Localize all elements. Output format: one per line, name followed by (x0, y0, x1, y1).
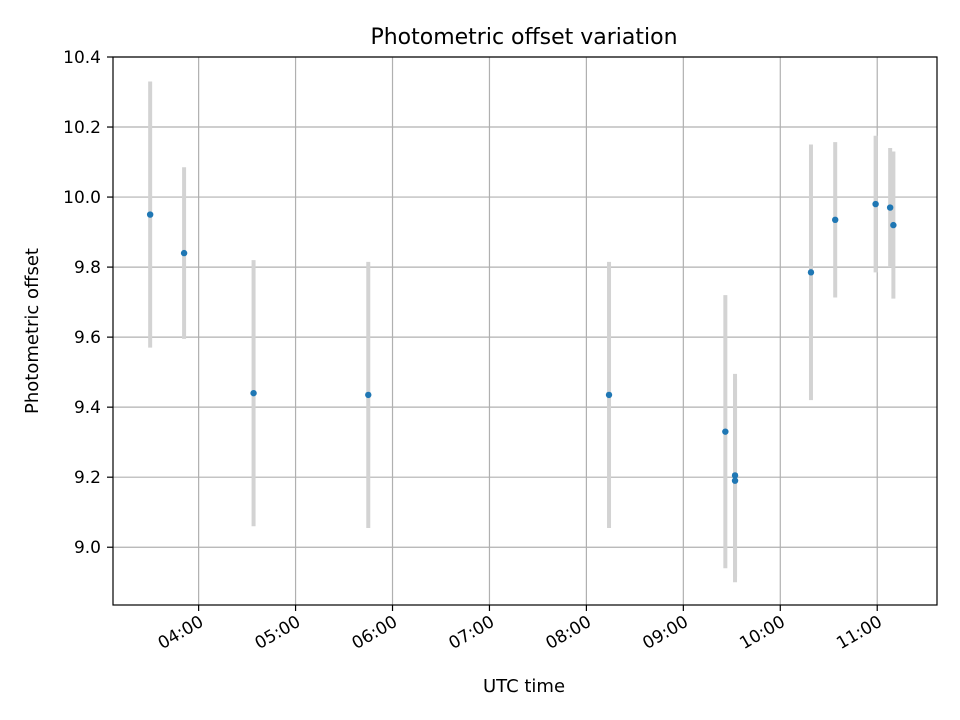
y-axis-label: Photometric offset (22, 248, 43, 414)
x-tick-label: 04:00 (155, 612, 207, 654)
data-point (146, 211, 154, 218)
data-points (146, 200, 897, 484)
x-tick-label: 08:00 (542, 612, 594, 654)
plot-frame (112, 56, 938, 606)
y-tick-label: 9.6 (74, 328, 101, 348)
x-tick-label: 09:00 (639, 612, 691, 654)
data-point (731, 472, 739, 479)
y-tick-label: 9.0 (74, 538, 101, 558)
data-point (886, 204, 894, 211)
y-tick-label: 9.4 (74, 398, 101, 418)
x-tick-label: 06:00 (349, 612, 401, 654)
data-point (365, 391, 372, 399)
x-tick-label: 10:00 (736, 612, 788, 654)
data-point (890, 221, 897, 229)
y-axis-ticks: 9.0 9.2 9.4 9.6 9.8 10.0 10.2 10.4 (63, 48, 113, 558)
error-bars (148, 81, 896, 583)
x-axis-ticks: 04:00 05:00 06:00 07:00 08:00 09:00 10:00 11:00 (155, 605, 886, 654)
data-point (722, 428, 729, 435)
data-point (605, 391, 613, 399)
grid (113, 56, 937, 605)
data-point (807, 269, 815, 276)
data-point (872, 200, 879, 208)
x-tick-label: 11:00 (833, 612, 885, 654)
y-tick-label: 10.4 (63, 48, 101, 68)
y-tick-label: 9.2 (74, 468, 101, 488)
y-tick-label: 9.8 (74, 258, 101, 278)
x-axis-label: UTC time (483, 676, 565, 697)
x-tick-label: 07:00 (446, 612, 498, 654)
data-point (250, 389, 257, 397)
chart-title: Photometric offset variation (370, 25, 677, 50)
y-tick-label: 10.2 (63, 118, 101, 138)
y-tick-label: 10.0 (63, 188, 101, 208)
data-point (832, 216, 839, 224)
data-point (180, 249, 188, 257)
data-point (731, 477, 739, 484)
x-tick-label: 05:00 (252, 612, 304, 654)
